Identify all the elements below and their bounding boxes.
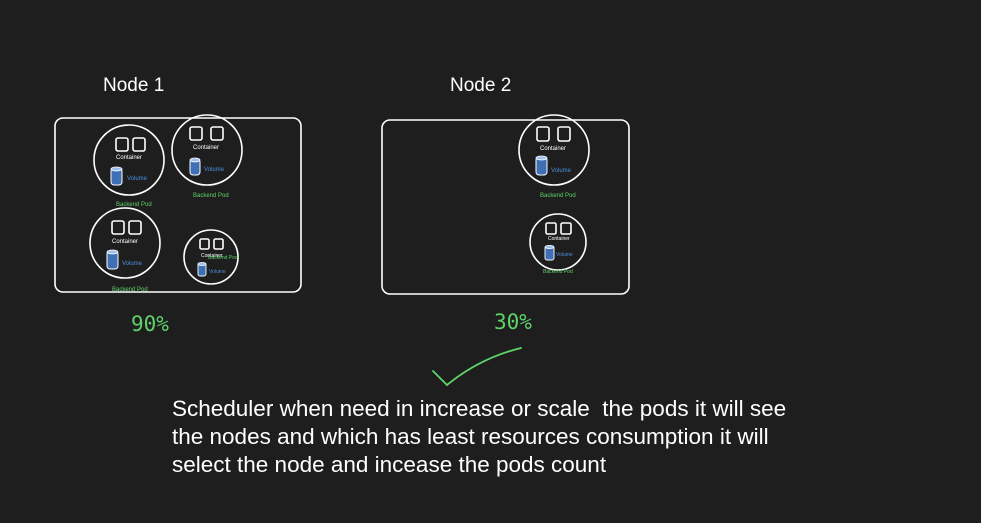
- container-icon: [111, 220, 125, 235]
- container-label: Container: [540, 146, 566, 152]
- volume-label: Volume: [127, 176, 148, 182]
- note-line-1: Scheduler when need in increase or scale…: [172, 396, 786, 421]
- pod-label: Backend Pod: [116, 202, 152, 208]
- container-label: Container: [201, 253, 223, 259]
- volume-cylinder-icon: [110, 166, 123, 186]
- node-1-box: [54, 117, 302, 293]
- node-1-pod-1: Container Volume Backend Pod: [93, 124, 165, 208]
- pod-label: Backend Pod: [543, 269, 573, 275]
- container-icon: [557, 126, 571, 142]
- pod-circle: [183, 229, 239, 285]
- node-1-pod-4: Container Backend Pod Volume: [183, 229, 239, 285]
- pod-circle: [518, 114, 590, 186]
- pod-circle: [93, 124, 165, 196]
- container-icon: [132, 137, 146, 152]
- container-icon: [545, 222, 557, 235]
- container-icon: [199, 238, 210, 250]
- node-1-pod-2: Container Volume Backend Pod: [171, 114, 243, 199]
- volume-cylinder-icon: [189, 157, 201, 176]
- scheduler-note: Scheduler when need in increase or scale…: [172, 396, 786, 477]
- volume-cylinder-icon: [544, 245, 555, 261]
- pod-circle: [529, 213, 587, 271]
- volume-label: Volume: [209, 269, 226, 275]
- volume-label: Volume: [204, 167, 225, 173]
- pod-circle: [171, 114, 243, 186]
- node-2-usage: 30%: [494, 310, 532, 334]
- volume-cylinder-icon: [197, 262, 207, 277]
- container-icon: [128, 220, 142, 235]
- pod-label: Backend Pod: [112, 287, 148, 293]
- pod-circle: [89, 207, 161, 279]
- volume-label: Volume: [551, 168, 572, 174]
- container-icon: [189, 126, 203, 141]
- node-1-pod-3: Container Volume Backend Pod: [89, 207, 161, 293]
- pod-label: Backend Pod: [193, 193, 229, 199]
- node-1-title: Node 1: [103, 75, 164, 96]
- container-label: Container: [548, 236, 570, 242]
- node-2-pod-1: Container Volume Backend Pod: [518, 114, 590, 199]
- pod-label: Backend Pod: [540, 193, 576, 199]
- node-1: Node 1 Container Volume Backend Pod Cont…: [54, 75, 302, 336]
- container-icon: [213, 238, 224, 250]
- container-label: Container: [193, 145, 219, 151]
- node-1-usage: 90%: [131, 312, 169, 336]
- node-2-pod-2: Container Volume Backend Pod: [529, 213, 587, 275]
- note-line-2: the nodes and which has least resources …: [172, 424, 769, 449]
- container-icon: [115, 137, 129, 152]
- volume-cylinder-icon: [106, 249, 119, 270]
- node-2-title: Node 2: [450, 75, 511, 96]
- container-label: Container: [112, 239, 138, 245]
- volume-label: Volume: [556, 252, 573, 258]
- pod-label: Backend Pod: [208, 255, 238, 261]
- node-2-box: [381, 119, 630, 295]
- volume-label: Volume: [122, 261, 143, 267]
- container-icon: [560, 222, 572, 235]
- node-2: Node 2 Container Volume Backend Pod Cont…: [381, 75, 630, 334]
- note-line-3: select the node and incease the pods cou…: [172, 452, 607, 477]
- checkmark-icon: [432, 347, 522, 387]
- container-label: Container: [116, 155, 142, 161]
- container-icon: [210, 126, 224, 141]
- volume-cylinder-icon: [535, 155, 548, 176]
- container-icon: [536, 126, 550, 142]
